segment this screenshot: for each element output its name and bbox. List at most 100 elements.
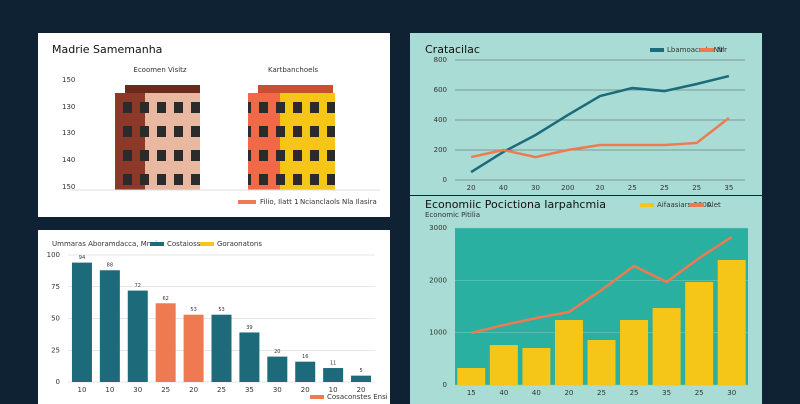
axis-label: 130 <box>62 129 75 137</box>
axis-label: 130 <box>62 103 75 111</box>
bar <box>183 314 204 382</box>
legend-label: Goraonatons <box>217 240 262 248</box>
x-tick-label: 30 <box>273 386 282 394</box>
bar <box>457 367 486 385</box>
y-tick-label: 0 <box>443 176 447 184</box>
axis-label: 150 <box>62 183 75 191</box>
legend-swatch <box>650 48 664 52</box>
axis: 150 130 130 140 150 <box>62 76 75 191</box>
value-label: 62 <box>162 296 168 302</box>
y-tick-label: 50 <box>51 315 60 323</box>
value-label: 53 <box>218 307 224 313</box>
legend-swatch <box>200 242 214 246</box>
x-tick-label: 25 <box>695 389 704 397</box>
panel-title: Madrie Samemanha <box>52 43 162 56</box>
chart-subtitle: Economic Pitilia <box>425 211 480 219</box>
bar <box>351 375 372 382</box>
x-tick-label: 35 <box>724 184 733 192</box>
x-tick-label: 40 <box>499 389 508 397</box>
value-label: 39 <box>246 325 252 331</box>
x-tick-label: 35 <box>662 389 671 397</box>
x-tick-label: 20 <box>564 389 573 397</box>
line <box>470 74 730 174</box>
y-tick-label: 600 <box>434 86 447 94</box>
line <box>470 117 730 159</box>
legend-swatch <box>310 395 324 399</box>
value-label: 20 <box>274 349 280 355</box>
chart-title: Cratacilac <box>425 43 480 56</box>
x-tick-label: 25 <box>161 386 170 394</box>
label: Kartbanchoels <box>268 66 318 74</box>
x-tick-label: 20 <box>301 386 310 394</box>
x-tick-label: 25 <box>692 184 701 192</box>
panel <box>38 33 390 217</box>
x-tick-label: 25 <box>597 389 606 397</box>
value-label: 88 <box>107 263 113 269</box>
legend-label: Alet <box>707 201 721 209</box>
chart-title: Ummaras Aboramdacca, Mncia <box>52 240 161 248</box>
bar <box>211 314 232 382</box>
x-tick-label: 10 <box>105 386 114 394</box>
x-tick-label: 25 <box>628 184 637 192</box>
legend-label: Costaioss <box>167 240 201 248</box>
bar <box>652 308 681 385</box>
x-tick-label: 200 <box>561 184 574 192</box>
legend-swatch <box>700 48 714 52</box>
value-label: 11 <box>330 361 336 367</box>
bar <box>267 356 288 382</box>
x-tick-label: 30 <box>531 184 540 192</box>
bar <box>295 361 316 382</box>
bar <box>99 270 120 382</box>
y-tick-label: 400 <box>434 116 447 124</box>
x-tick-label: 10 <box>329 386 338 394</box>
legend-label: Aifaasiars 2000 <box>657 201 711 209</box>
legend-label: Cosaconstes Ensi <box>327 393 388 401</box>
x-tick-label: 10 <box>77 386 86 394</box>
chart-title: Economiic Pocictiona Iarpahcmia <box>425 198 606 211</box>
x-tick-label: 20 <box>357 386 366 394</box>
x-tick-label: 40 <box>499 184 508 192</box>
panel <box>410 33 762 195</box>
y-tick-label: 25 <box>51 346 60 354</box>
legend-label: Filio, Ilatt 1 <box>260 198 299 206</box>
x-tick-label: 15 <box>467 389 476 397</box>
y-tick-label: 2000 <box>429 276 447 284</box>
y-tick-label: 75 <box>51 283 60 291</box>
x-tick-label: 20 <box>189 386 198 394</box>
y-tick-label: 100 <box>47 251 60 259</box>
value-label: 94 <box>79 255 85 261</box>
value-label: 16 <box>302 354 308 360</box>
y-tick-label: 0 <box>443 381 447 389</box>
value-label: 5 <box>359 368 362 374</box>
line <box>470 235 733 335</box>
axis-label: 150 <box>62 76 75 84</box>
bar <box>620 320 649 385</box>
x-tick-label: 25 <box>630 389 639 397</box>
legend-label: Lbamoacnds Nlr <box>667 46 724 54</box>
x-tick-label: 35 <box>245 386 254 394</box>
y-tick-label: 800 <box>434 56 447 64</box>
bar <box>127 290 148 382</box>
y-tick-label: 0 <box>56 378 60 386</box>
x-tick-label: 20 <box>467 184 476 192</box>
bar <box>71 262 92 382</box>
building <box>248 85 335 190</box>
bar <box>489 345 518 385</box>
legend-swatch <box>150 242 164 246</box>
bar <box>587 339 616 385</box>
x-tick-label: 30 <box>727 389 736 397</box>
legend-swatch <box>640 203 654 207</box>
y-tick-label: 1000 <box>429 329 447 337</box>
legend-swatch <box>690 203 704 207</box>
value-label: 72 <box>135 283 141 289</box>
bar <box>239 332 260 382</box>
value-label: 53 <box>190 307 196 313</box>
y-tick-label: 3000 <box>429 224 447 232</box>
x-tick-label: 25 <box>660 184 669 192</box>
legend-label: Ncianclaols <box>300 198 340 206</box>
axis-label: 140 <box>62 156 75 164</box>
bar <box>685 282 714 385</box>
x-tick-label: 25 <box>217 386 226 394</box>
legend-swatch <box>238 200 256 204</box>
